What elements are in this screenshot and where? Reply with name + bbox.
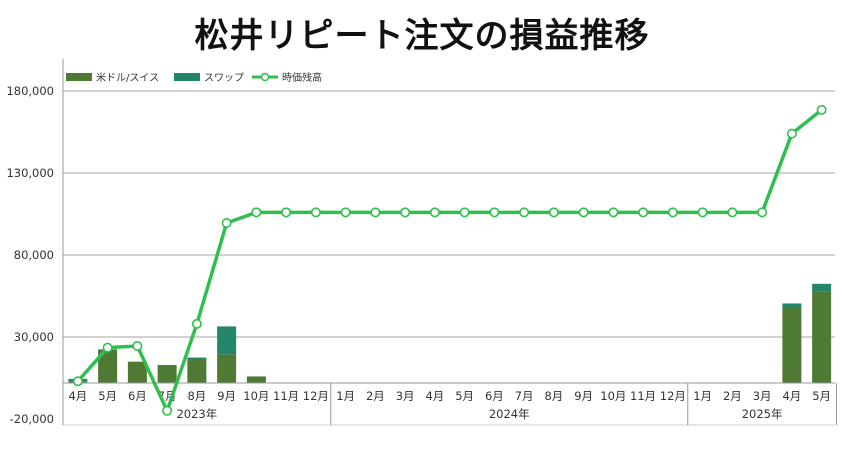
x-tick-label: 4月 (425, 389, 444, 403)
bar-series (68, 283, 832, 383)
line-point (816, 104, 827, 115)
line-point (162, 405, 173, 416)
x-tick-label: 8月 (187, 389, 206, 403)
y-tick-label: -20,000 (10, 412, 54, 426)
legend-label: 米ドル/スイス (96, 71, 159, 84)
x-tick-label: 11月 (273, 389, 299, 403)
line-point (608, 207, 619, 218)
x-tick-label: 7月 (515, 389, 534, 403)
x-tick-label: 9月 (217, 389, 236, 403)
legend-label: スワップ (204, 72, 244, 84)
line-point (578, 207, 589, 218)
x-tick-label: 12月 (660, 389, 686, 403)
y-tick-label: 180,000 (6, 84, 54, 98)
x-tick-label: 3月 (753, 389, 772, 403)
y-tick-label: 30,000 (14, 330, 54, 344)
x-tick-label: 10月 (600, 389, 626, 403)
bar-usdchf (782, 307, 802, 383)
x-tick-label: 6月 (128, 389, 147, 403)
line-point (340, 207, 351, 218)
line-point (697, 207, 708, 218)
year-label: 2024年 (489, 407, 530, 421)
line-point (429, 207, 440, 218)
x-tick-label: 5月 (812, 389, 831, 403)
chart-title: 松井リピート注文の損益推移 (194, 16, 650, 56)
bar-usdchf (157, 364, 177, 383)
line-point (757, 207, 768, 218)
bar-swap (217, 326, 237, 355)
bar-usdchf (812, 291, 832, 383)
x-tick-label: 8月 (544, 389, 563, 403)
x-tick-label: 1月 (336, 389, 355, 403)
legend-swatch (174, 73, 200, 81)
line-point (281, 207, 292, 218)
bar-swap (782, 303, 802, 308)
x-tick-label: 3月 (396, 389, 415, 403)
x-tick-label: 10月 (243, 389, 269, 403)
line-point (489, 207, 500, 218)
line-point (191, 318, 202, 329)
line-point (727, 207, 738, 218)
year-label: 2023年 (176, 407, 217, 421)
line-point (786, 128, 797, 139)
line-point (638, 207, 649, 218)
line-point (400, 207, 411, 218)
line-point (132, 341, 143, 352)
line-point (459, 207, 470, 218)
line-point (251, 207, 262, 218)
x-tick-label: 5月 (98, 389, 117, 403)
x-tick-label: 2月 (723, 389, 742, 403)
line-point (548, 207, 559, 218)
x-tick-label: 6月 (485, 389, 504, 403)
line-point (102, 342, 113, 353)
x-tick-label: 11月 (630, 389, 656, 403)
bar-usdchf (98, 349, 118, 383)
x-tick-label: 5月 (455, 389, 474, 403)
line-point (370, 207, 381, 218)
y-tick-label: 130,000 (6, 166, 54, 180)
legend-swatch-marker (260, 72, 270, 82)
year-label: 2025年 (742, 407, 783, 421)
line-point (667, 207, 678, 218)
x-tick-label: 12月 (303, 389, 329, 403)
line-series (72, 104, 827, 416)
line-point (221, 218, 232, 229)
bar-usdchf (187, 360, 207, 383)
axes: 180,000 130,000 80,000 30,000 -20,000 4月 5月 6月 7… (6, 59, 837, 426)
y-tick-label: 80,000 (14, 248, 54, 262)
x-tick-label: 9月 (574, 389, 593, 403)
x-tick-label: 4月 (782, 389, 801, 403)
x-tick-label: 4月 (68, 389, 87, 403)
line-point (310, 207, 321, 218)
legend: 米ドル/スイス スワップ 時価残高 (66, 71, 322, 84)
bar-swap (812, 283, 832, 292)
bar-swap (187, 357, 207, 361)
legend-label: 時価残高 (282, 71, 322, 84)
bar-usdchf (217, 354, 237, 383)
legend-swatch (66, 73, 92, 81)
line-point (519, 207, 530, 218)
bar-usdchf (127, 361, 147, 383)
line-point (72, 376, 83, 387)
bar-usdchf (246, 376, 266, 383)
x-tick-label: 2月 (366, 389, 385, 403)
x-tick-label: 1月 (693, 389, 712, 403)
